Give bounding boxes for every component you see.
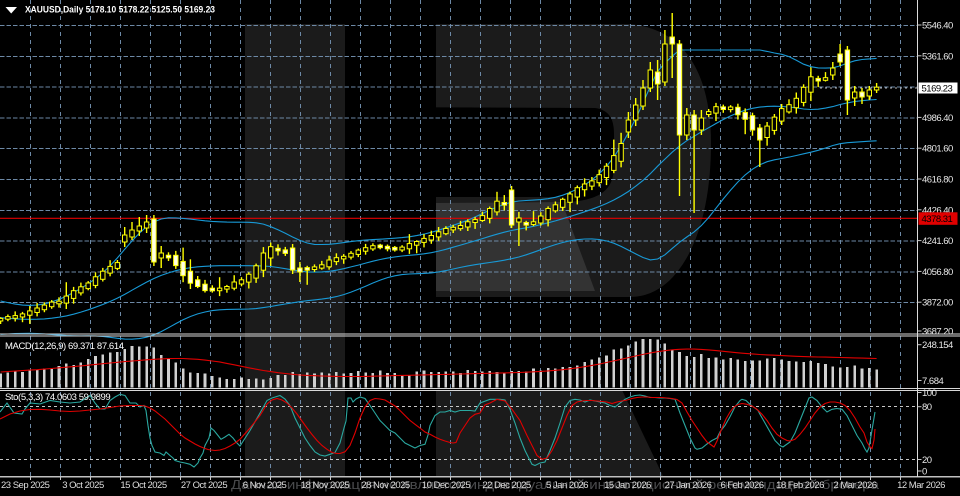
svg-text:XAUUSD,Daily 5178.10 5178.22: XAUUSD,Daily 5178.10 5178.22 5125.50 516…	[25, 5, 215, 15]
svg-text:18 Nov 2025: 18 Nov 2025	[301, 480, 350, 491]
svg-text:15 Jan 2026: 15 Jan 2026	[604, 480, 651, 491]
svg-text:248.154: 248.154	[922, 340, 953, 351]
svg-text:Данная информация не является: Данная информация не является индивидуал…	[231, 478, 879, 492]
svg-text:80: 80	[922, 402, 932, 413]
svg-text:5 Jan 2026: 5 Jan 2026	[546, 480, 588, 491]
svg-text:4801.60: 4801.60	[922, 144, 953, 155]
svg-text:18 Feb 2026: 18 Feb 2026	[776, 480, 824, 491]
svg-text:4986.40: 4986.40	[922, 113, 953, 124]
svg-text:0: 0	[922, 467, 927, 478]
svg-text:20: 20	[922, 455, 932, 466]
svg-text:28 Nov 2025: 28 Nov 2025	[361, 480, 410, 491]
svg-text:23 Sep 2025: 23 Sep 2025	[1, 480, 50, 491]
svg-text:4241.60: 4241.60	[922, 236, 953, 247]
svg-text:27 Oct 2025: 27 Oct 2025	[181, 480, 227, 491]
svg-text:10 Dec 2025: 10 Dec 2025	[422, 480, 471, 491]
svg-text:7.684: 7.684	[922, 376, 943, 387]
svg-text:3687.20: 3687.20	[922, 327, 953, 338]
svg-text:5169.23: 5169.23	[922, 84, 953, 95]
svg-text:5361.60: 5361.60	[922, 51, 953, 62]
svg-text:2 Mar 2026: 2 Mar 2026	[833, 480, 876, 491]
svg-text:15 Oct 2025: 15 Oct 2025	[120, 480, 166, 491]
svg-text:MACD(12,26,9) 69.371 87.614: MACD(12,26,9) 69.371 87.614	[5, 341, 124, 352]
svg-text:6 Feb 2026: 6 Feb 2026	[720, 480, 763, 491]
svg-text:22 Dec 2025: 22 Dec 2025	[482, 480, 531, 491]
svg-text:27 Jan 2026: 27 Jan 2026	[665, 480, 712, 491]
svg-text:6 Nov 2025: 6 Nov 2025	[243, 480, 287, 491]
svg-text:4056.80: 4056.80	[922, 267, 953, 278]
svg-text:5546.40: 5546.40	[922, 21, 953, 32]
svg-text:12 Mar 2026: 12 Mar 2026	[897, 480, 945, 491]
svg-text:3 Oct 2025: 3 Oct 2025	[62, 480, 104, 491]
svg-text:4378.31: 4378.31	[922, 214, 953, 225]
svg-text:100: 100	[922, 388, 937, 399]
svg-text:3872.00: 3872.00	[922, 298, 953, 309]
svg-text:4616.80: 4616.80	[922, 175, 953, 186]
svg-text:Sto(5,3,3) 74.0603 59.9899: Sto(5,3,3) 74.0603 59.9899	[5, 392, 110, 403]
svg-text:4426.40: 4426.40	[922, 205, 953, 216]
